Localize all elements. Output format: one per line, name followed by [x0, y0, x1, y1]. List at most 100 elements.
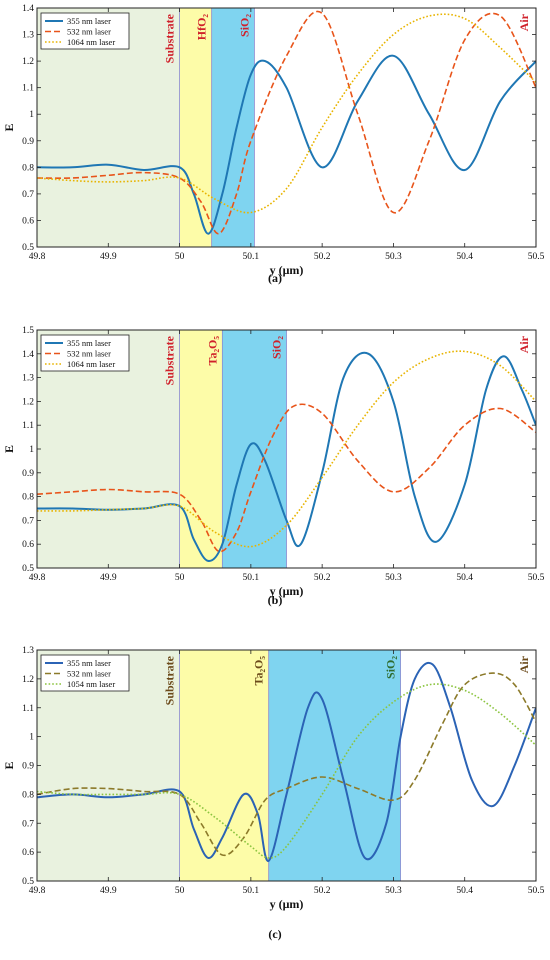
x-axis-label: y (μm): [270, 897, 304, 911]
legend-entry: 355 nm laser: [67, 658, 111, 668]
y-tick-label: 0.9: [22, 469, 34, 479]
y-tick-label: 1.5: [22, 326, 34, 336]
x-tick-label: 50: [175, 573, 185, 583]
region-label-air: Air: [517, 655, 531, 673]
series-line-1064-nm-laser: [37, 13, 536, 214]
x-tick-label: 49.9: [100, 886, 117, 896]
x-tick-label: 50: [175, 252, 185, 262]
y-tick-label: 1.4: [22, 4, 34, 14]
legend-entry: 1064 nm laser: [67, 37, 115, 47]
series-line-355-nm-laser: [37, 661, 536, 862]
region-label-substrate: Substrate: [163, 655, 177, 705]
x-tick-label: 50.2: [314, 573, 331, 583]
x-tick-label: 49.8: [29, 573, 46, 583]
y-tick-label: 1.3: [22, 374, 34, 384]
series-line-532-nm-laser: [37, 672, 536, 857]
y-tick-label: 0.6: [22, 216, 34, 226]
x-tick-label: 50.2: [314, 886, 331, 896]
panel-label: (b): [268, 593, 283, 607]
y-tick-label: 1: [29, 733, 34, 743]
y-tick-label: 1.2: [22, 675, 34, 685]
x-tick-label: 50.4: [456, 573, 473, 583]
region-air: [400, 650, 536, 881]
x-tick-label: 50.1: [243, 886, 260, 896]
region-label-sio2: SiO₂: [384, 656, 398, 679]
region-label-hfo2: HfO₂: [195, 14, 209, 41]
y-tick-label: 0.9: [22, 762, 34, 772]
x-tick-label: 50.1: [243, 252, 260, 262]
x-tick-label: 50.2: [314, 252, 331, 262]
legend-entry: 532 nm laser: [67, 27, 111, 37]
legend-entry: 1054 nm laser: [67, 679, 115, 689]
series-line-355-nm-laser: [37, 54, 536, 235]
x-tick-label: 50.5: [528, 252, 545, 262]
region-ta2o5: [179, 330, 223, 568]
x-tick-label: 50.3: [385, 573, 402, 583]
y-axis-label: E: [2, 761, 16, 769]
region-label-sio2: SiO₂: [237, 14, 251, 37]
region-hfo2: [179, 8, 212, 247]
region-sio2: [268, 650, 401, 881]
y-tick-label: 0.5: [22, 564, 34, 574]
y-tick-label: 1: [29, 445, 34, 455]
region-air: [286, 330, 536, 568]
region-sio2: [222, 330, 287, 568]
y-tick-label: 1.2: [22, 397, 34, 407]
legend-entry: 532 nm laser: [67, 349, 111, 359]
x-tick-label: 50.1: [243, 573, 260, 583]
legend-entry: 532 nm laser: [67, 669, 111, 679]
y-tick-label: 1.3: [22, 31, 34, 41]
y-tick-label: 0.6: [22, 540, 34, 550]
region-label-substrate: Substrate: [163, 13, 177, 63]
x-tick-label: 50.3: [385, 252, 402, 262]
x-tick-label: 50.3: [385, 886, 402, 896]
series-line-532-nm-laser: [37, 10, 536, 235]
region-label-substrate: Substrate: [163, 335, 177, 385]
x-tick-label: 50.5: [528, 573, 545, 583]
y-tick-label: 0.6: [22, 848, 34, 858]
region-label-air: Air: [517, 335, 531, 353]
y-tick-label: 0.7: [22, 516, 34, 526]
legend-entry: 355 nm laser: [67, 16, 111, 26]
chart-panel-b: Substrate Ta₂O₅ SiO₂ Air 49.8 49.9 50 50.1 50.2 5…: [2, 326, 545, 607]
y-tick-label: 1.1: [22, 421, 34, 431]
region-label-air: Air: [517, 13, 531, 31]
x-tick-label: 49.8: [29, 252, 46, 262]
y-axis-label: E: [2, 123, 16, 131]
panel-label: (a): [268, 271, 282, 285]
y-tick-label: 1: [29, 110, 34, 120]
y-tick-label: 0.5: [22, 877, 34, 887]
legend-entry: 1064 nm laser: [67, 359, 115, 369]
x-tick-label: 50.4: [456, 252, 473, 262]
x-tick-label: 50.4: [456, 886, 473, 896]
x-tick-label: 50.5: [528, 886, 545, 896]
y-tick-label: 1.1: [22, 84, 34, 94]
y-tick-label: 1.2: [22, 57, 34, 67]
series-line-355-nm-laser: [37, 351, 536, 562]
x-tick-label: 49.8: [29, 886, 46, 896]
y-tick-label: 0.7: [22, 190, 34, 200]
y-tick-label: 0.9: [22, 137, 34, 147]
y-tick-label: 1.1: [22, 704, 34, 714]
region-air: [254, 8, 536, 247]
y-axis-label: E: [2, 445, 16, 453]
legend-entry: 355 nm laser: [67, 338, 111, 348]
panel-label: (c): [268, 927, 281, 941]
y-tick-label: 0.5: [22, 243, 34, 253]
y-tick-label: 0.8: [22, 493, 34, 503]
x-tick-label: 49.9: [100, 252, 117, 262]
x-tick-label: 49.9: [100, 573, 117, 583]
region-label-ta2o5: Ta₂O₅: [205, 336, 219, 366]
region-label-sio2: SiO₂: [270, 336, 284, 359]
region-label-ta2o5: Ta₂O₅: [252, 656, 266, 686]
plot-frame: [36, 7, 537, 248]
region-ta2o5: [179, 650, 269, 881]
y-tick-label: 1.4: [22, 350, 34, 360]
x-axis-label: y (μm): [270, 263, 304, 277]
x-axis-label: y (μm): [270, 584, 304, 598]
y-tick-label: 0.8: [22, 163, 34, 173]
chart-panel-a: Substrate HfO₂ SiO₂ Air 49.8 49.9 50 50.1 50.2 50…: [2, 4, 545, 285]
chart-panel-c: Substrate Ta₂O₅ SiO₂ Air 49.8 49.9 50 50.1 50.2 5…: [2, 646, 545, 941]
y-tick-label: 0.7: [22, 819, 34, 829]
